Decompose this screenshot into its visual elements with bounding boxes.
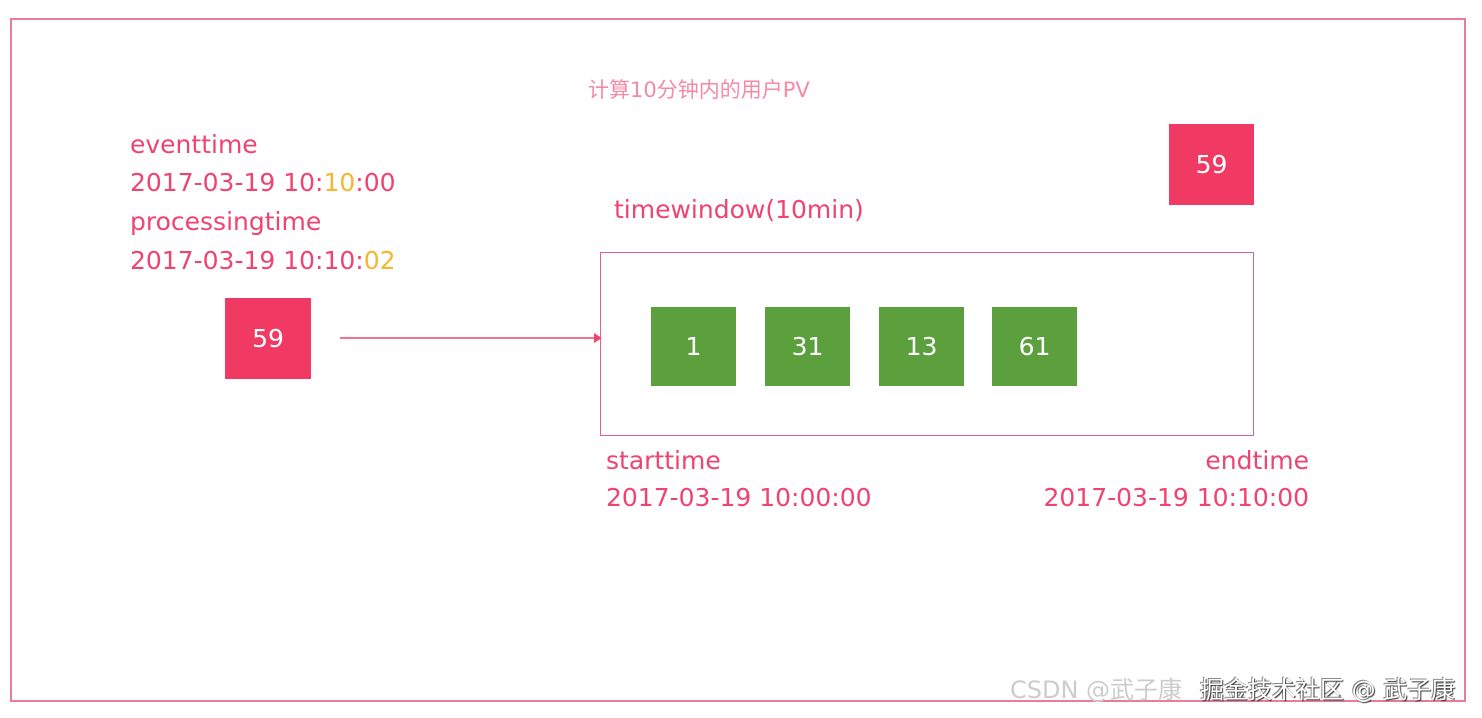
processingtime-value: 2017-03-19 10:10:02 xyxy=(130,246,396,275)
eventtime-highlight: 10 xyxy=(323,168,356,197)
watermark-csdn: CSDN @武子康 xyxy=(1010,676,1183,704)
arrow-icon xyxy=(340,333,602,343)
window-item: 31 xyxy=(765,307,850,386)
endtime-value: 2017-03-19 10:10:00 xyxy=(1043,483,1309,512)
eventtime-label: eventtime xyxy=(130,130,258,159)
window-item: 13 xyxy=(879,307,964,386)
watermark: 掘金技术社区 @ 武子康 xyxy=(1200,676,1456,704)
diagram-frame xyxy=(10,18,1466,702)
time-window xyxy=(600,252,1254,436)
window-label: timewindow(10min) xyxy=(614,195,864,224)
processingtime-highlight: 02 xyxy=(363,246,396,275)
incoming-event-box: 59 xyxy=(225,298,311,379)
processingtime-prefix: 2017-03-19 10:10: xyxy=(130,246,364,275)
eventtime-prefix: 2017-03-19 10: xyxy=(130,168,324,197)
starttime-label: starttime xyxy=(606,446,721,475)
eventtime-value: 2017-03-19 10:10:00 xyxy=(130,168,396,197)
processingtime-label: processingtime xyxy=(130,207,322,236)
eventtime-suffix: :00 xyxy=(355,168,396,197)
starttime-value: 2017-03-19 10:00:00 xyxy=(606,483,872,512)
late-event-box: 59 xyxy=(1169,124,1254,205)
endtime-label: endtime xyxy=(1205,446,1309,475)
window-item: 1 xyxy=(651,307,736,386)
window-item: 61 xyxy=(992,307,1077,386)
diagram-title: 计算10分钟内的用户PV xyxy=(588,78,810,102)
